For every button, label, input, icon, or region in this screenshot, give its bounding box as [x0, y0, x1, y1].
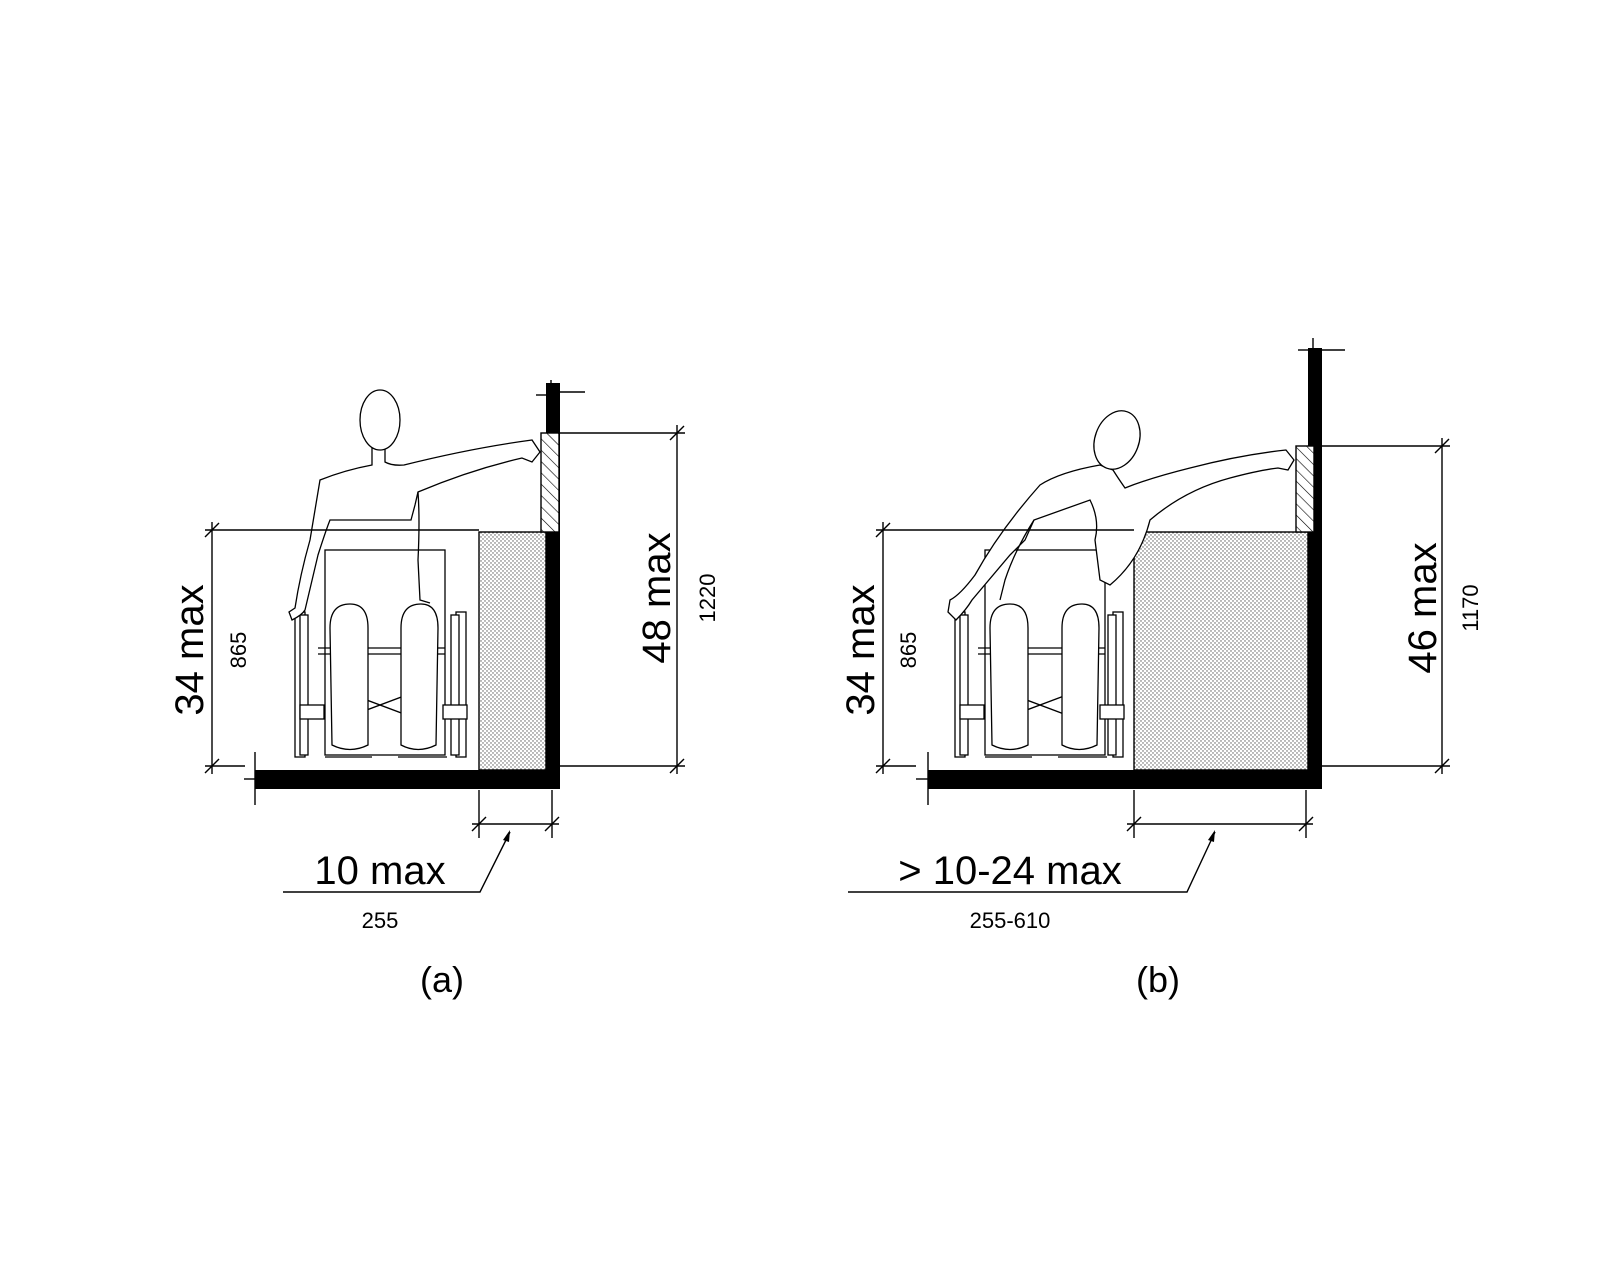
dimension-reach-depth [283, 790, 560, 893]
caption-a: (a) [420, 959, 464, 1000]
reach-depth-mm-label: 255-610 [970, 908, 1051, 933]
counter-obstruction-icon [478, 531, 547, 771]
wall-control-icon [1295, 445, 1315, 533]
wall [1308, 348, 1322, 789]
floor [255, 770, 560, 789]
reach-depth-label: 10 max [314, 849, 445, 893]
reach-height-label: 48 max [635, 532, 679, 663]
obstruction-height-mm-label: 865 [896, 632, 921, 669]
reach-depth-label: > 10-24 max [898, 849, 1121, 893]
panel-b: 34 max 865 46 max 1170 > 10-24 max 255-6… [839, 338, 1483, 1000]
floor [928, 770, 1322, 789]
reach-height-mm-label: 1220 [695, 574, 720, 623]
caption-b: (b) [1136, 959, 1180, 1000]
obstruction-height-mm-label: 865 [226, 632, 251, 669]
panel-a: 34 max 865 48 max 1220 10 max 255 (a) [168, 380, 720, 1000]
reach-height-label: 46 max [1401, 542, 1445, 673]
dimension-obstruction-height [875, 522, 1134, 774]
dimension-reach-height [560, 425, 685, 774]
dimension-obstruction-height [204, 522, 479, 774]
dimension-reach-depth [848, 790, 1314, 893]
obstruction-height-label: 34 max [168, 584, 212, 715]
reach-depth-mm-label: 255 [362, 908, 399, 933]
reach-height-mm-label: 1170 [1458, 584, 1483, 631]
dimension-reach-height [1322, 438, 1450, 774]
wheelchair-user-figure-icon [947, 410, 1295, 758]
counter-obstruction-icon [1133, 531, 1309, 771]
wall-control-icon [540, 432, 560, 533]
obstruction-height-label: 34 max [839, 584, 883, 715]
wheelchair-user-figure-icon [288, 389, 541, 758]
